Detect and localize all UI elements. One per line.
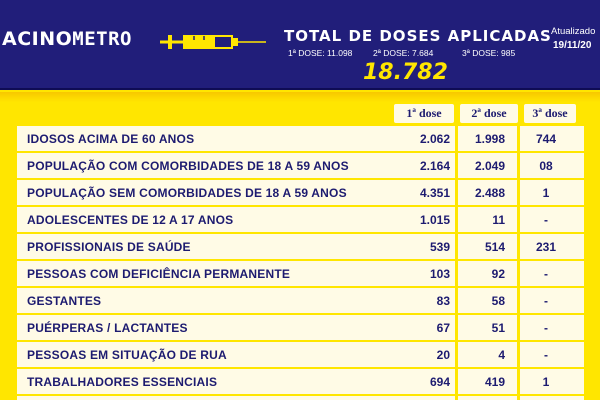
dose2-value: 2.488	[474, 186, 505, 200]
dose2-value: 11	[492, 213, 505, 227]
total-doses-value: 18.782	[363, 60, 448, 85]
dose1-value: 20	[436, 348, 450, 362]
row-label: PROFISSIONAIS DE SAÚDE	[27, 240, 191, 254]
row-label: IDOSOS ACIMA DE 60 ANOS	[27, 132, 195, 146]
column-divider	[517, 126, 520, 400]
column-header-dose3: 3ª dose	[524, 104, 576, 123]
vaccination-table: IDOSOS ACIMA DE 60 ANOS 2.062 1.998 744 …	[17, 126, 584, 400]
row-label: POPULAÇÃO COM COMORBIDADES DE 18 A 59 AN…	[27, 159, 349, 173]
divider-band	[0, 92, 600, 102]
dose2-value: 51	[491, 321, 505, 335]
table-row: PESSOAS EM SITUAÇÃO DE RUA 20 4 -	[17, 342, 584, 369]
total-doses-title: TOTAL DE DOSES APLICADAS	[284, 27, 552, 45]
dose1-value: 67	[436, 321, 450, 335]
logo-prefix: ACINO	[2, 28, 73, 50]
dose2-value: 419	[484, 375, 505, 389]
table-row: IDOSOS ACIMA DE 60 ANOS 2.062 1.998 744	[17, 126, 584, 153]
row-label: ADOLESCENTES DE 12 A 17 ANOS	[27, 213, 234, 227]
row-label: PUÉRPERAS / LACTANTES	[27, 321, 188, 335]
dose1-value: 694	[429, 375, 450, 389]
row-label: POPULAÇÃO SEM COMORBIDADES DE 18 A 59 AN…	[27, 186, 347, 200]
dose3-value: 1	[542, 375, 550, 389]
dose3-value: -	[544, 321, 548, 335]
dose2-value: 4	[498, 348, 505, 362]
dose1-value: 4.351	[419, 186, 450, 200]
dose3-value: 231	[535, 240, 557, 254]
dose3-value: 1	[542, 186, 550, 200]
column-divider	[455, 126, 458, 400]
logo-suffix: METRO	[72, 28, 132, 50]
updated-date: 19/11/20	[553, 40, 592, 51]
dose3-value: 08	[539, 159, 553, 173]
header-banner: ACINOMETRO TOTAL DE DOSES APLICADAS 1ª D…	[0, 0, 600, 90]
table-row: PESSOAS COM DEFICIÊNCIA PERMANENTE 103 9…	[17, 261, 584, 288]
syringe-icon	[160, 35, 266, 49]
row-label: TRABALHADORES ESSENCIAIS	[27, 375, 218, 389]
dose1-value: 103	[429, 267, 450, 281]
dose2-value: 92	[491, 267, 505, 281]
dose3-value: 744	[535, 132, 557, 146]
column-header-dose1: 1ª dose	[394, 104, 454, 123]
table-row: GESTANTES 83 58 -	[17, 288, 584, 315]
vacinometro-logo: ACINOMETRO	[2, 28, 132, 50]
updated-label: Atualizado	[551, 26, 596, 37]
dose2-value: 1.998	[474, 132, 505, 146]
row-label: PESSOAS COM DEFICIÊNCIA PERMANENTE	[27, 267, 291, 281]
table-row: POPULAÇÃO COM COMORBIDADES DE 18 A 59 AN…	[17, 153, 584, 180]
row-label: PESSOAS EM SITUAÇÃO DE RUA	[27, 348, 227, 362]
table-row: POPULAÇÃO SEM COMORBIDADES DE 18 A 59 AN…	[17, 180, 584, 207]
dose2-value: 58	[491, 294, 505, 308]
row-label: GESTANTES	[27, 294, 102, 308]
column-header-dose2: 2ª dose	[460, 104, 518, 123]
table-row: ADOLESCENTES DE 12 A 17 ANOS 1.015 11 -	[17, 207, 584, 234]
dose1-summary: 1ª DOSE: 11.098	[288, 48, 353, 58]
table-row: TRABALHADORES ESSENCIAIS 694 419 1	[17, 369, 584, 396]
dose3-value: -	[544, 267, 548, 281]
table-row: PUÉRPERAS / LACTANTES 67 51 -	[17, 315, 584, 342]
dose1-value: 83	[436, 294, 450, 308]
dose2-summary: 2ª DOSE: 7.684	[373, 48, 434, 58]
dose2-value: 514	[484, 240, 505, 254]
dose1-value: 2.164	[419, 159, 450, 173]
dose3-value: -	[544, 213, 548, 227]
dose3-value: -	[544, 348, 548, 362]
dose2-value: 2.049	[474, 159, 505, 173]
dose1-value: 2.062	[419, 132, 450, 146]
dose3-summary: 3ª DOSE: 985	[462, 48, 516, 58]
dose1-value: 539	[429, 240, 450, 254]
dose3-value: -	[544, 294, 548, 308]
dose1-value: 1.015	[419, 213, 450, 227]
table-row: PROFISSIONAIS DE SAÚDE 539 514 231	[17, 234, 584, 261]
